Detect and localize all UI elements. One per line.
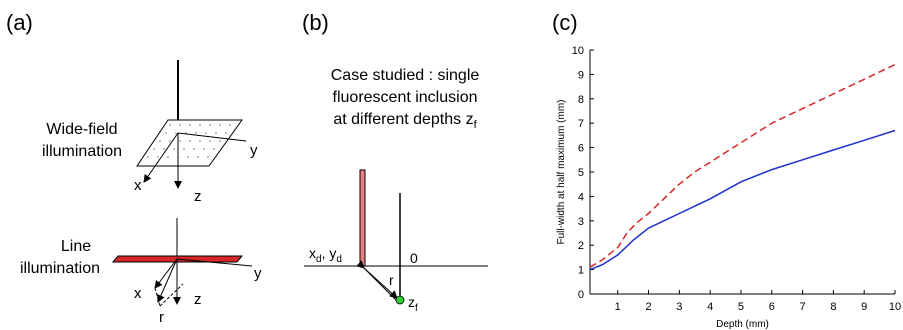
x-tick-label: 5 <box>738 301 744 313</box>
chart-axes: 0 1 2 3 4 5 6 7 8 9 10 1 2 3 4 5 6 7 8 9 10 <box>572 45 901 313</box>
series-line-solid <box>589 129 896 271</box>
wide-field-z-label: z <box>194 188 202 205</box>
detector-strip <box>359 169 366 267</box>
fluorescent-inclusion-dot <box>395 295 405 305</box>
detector-y-sub: d <box>336 253 342 265</box>
wide-field-y-axis <box>177 132 247 142</box>
y-tick-label: 0 <box>578 289 584 301</box>
y-tick-label: 4 <box>578 191 584 203</box>
wide-field-label-line2: illumination <box>41 143 123 160</box>
x-tick-label: 10 <box>889 301 901 313</box>
x-tick-label: 4 <box>707 301 713 313</box>
panel-c-label: (c) <box>552 10 578 35</box>
x-tick-label: 7 <box>800 301 806 313</box>
detector-x: x <box>309 245 316 261</box>
line-illum-r-vector <box>154 258 178 289</box>
fwhm-chart: 0 1 2 3 4 5 6 7 8 9 10 1 2 3 4 5 6 7 8 9 10 Depth (mm) Full-… <box>556 45 901 330</box>
case-caption-line3-sub: f <box>473 119 477 132</box>
zf-sub: f <box>415 303 418 314</box>
y-tick-label: 7 <box>578 118 584 130</box>
line-illum-dashed-2 <box>159 283 184 307</box>
line-illum-y-axis <box>176 258 253 267</box>
wide-field-x-label: x <box>134 177 142 194</box>
y-tick-label: 2 <box>578 240 584 252</box>
line-illum-y-label: y <box>254 265 262 282</box>
y-axis-title: Full-width at half maximum (mm) <box>556 99 567 244</box>
detector-sep: , <box>321 245 330 261</box>
case-caption-line3-main: at different depths z <box>333 111 474 128</box>
line-illum-dashed-1 <box>154 287 161 307</box>
x-axis-title: Depth (mm) <box>716 319 769 330</box>
line-illum-r-label: r <box>159 309 164 326</box>
wide-field-y-label: y <box>250 142 258 159</box>
panel-a-label: (a) <box>6 10 33 35</box>
wide-field-dots <box>147 124 231 158</box>
y-tick-label: 3 <box>578 216 584 228</box>
line-illumination-label-line2: illumination <box>19 260 101 277</box>
inclusion-depth-label: zf <box>408 294 418 314</box>
distance-r-line <box>361 265 397 301</box>
y-tick-label: 8 <box>578 94 584 106</box>
case-caption-line3: at different depths zf <box>300 111 510 131</box>
line-illumination-label-line1: Line <box>60 238 92 255</box>
y-tick-label: 9 <box>578 69 584 81</box>
series-line-dashed <box>589 63 896 268</box>
distance-r-label: r <box>389 272 394 288</box>
detector-x-sub: d <box>316 253 322 265</box>
detector-y: y <box>329 245 337 261</box>
chart-series <box>589 63 896 271</box>
y-tick-label: 6 <box>578 143 584 155</box>
x-tick-label: 8 <box>830 301 836 313</box>
x-tick-label: 3 <box>676 301 682 313</box>
y-tick-label: 1 <box>578 265 584 277</box>
wide-field-label-line1: Wide-field <box>46 121 118 138</box>
detector-position-label: xd, yd <box>309 245 342 265</box>
line-illum-x-label: x <box>134 285 142 302</box>
case-caption-line1: Case studied : single <box>330 67 480 84</box>
x-tick-label: 2 <box>645 301 651 313</box>
x-tick-label: 1 <box>615 301 621 313</box>
x-tick-label: 6 <box>769 301 775 313</box>
case-caption-line2: fluorescent inclusion <box>332 89 478 106</box>
wide-field-x-axis <box>143 132 179 183</box>
y-tick-label: 5 <box>578 167 584 179</box>
line-illum-x-axis <box>157 258 178 303</box>
panel-b-label: (b) <box>302 10 329 35</box>
origin-label: 0 <box>410 250 418 266</box>
line-illum-z-label: z <box>194 291 202 308</box>
zf-main: z <box>408 294 415 310</box>
y-tick-label: 10 <box>572 45 584 57</box>
x-tick-label: 9 <box>861 301 867 313</box>
